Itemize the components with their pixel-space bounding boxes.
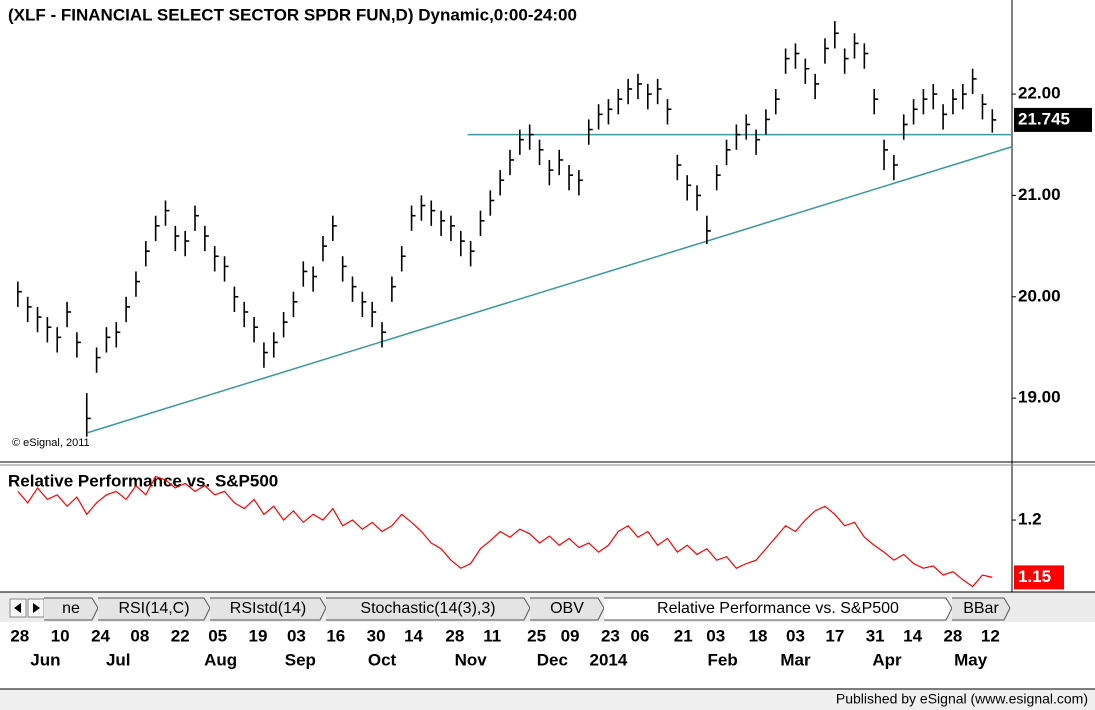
- month-label: Apr: [872, 650, 902, 669]
- x-tick-label: 21: [674, 626, 693, 645]
- x-tick-label: 08: [130, 626, 149, 645]
- month-label: Dec: [537, 650, 568, 669]
- tab-label[interactable]: Relative Performance vs. S&P500: [657, 600, 899, 617]
- last-price-label: 21.745: [1018, 109, 1070, 128]
- month-label: May: [954, 650, 988, 669]
- last-value-box: [1014, 565, 1064, 590]
- month-label: Jul: [106, 650, 131, 669]
- chart-title: (XLF - FINANCIAL SELECT SECTOR SPDR FUN,…: [8, 5, 577, 24]
- x-tick-label: 10: [51, 626, 70, 645]
- copyright: © eSignal, 2011: [12, 437, 90, 449]
- tab-label[interactable]: BBar: [963, 600, 999, 617]
- tab[interactable]: [952, 597, 1011, 621]
- x-tick-label: 25: [527, 626, 546, 645]
- x-tick-label: 03: [786, 626, 805, 645]
- x-tick-label: 28: [943, 626, 962, 645]
- x-tick-label: 24: [91, 626, 110, 645]
- footer: Published by eSignal (www.esignal.com): [836, 691, 1088, 707]
- month-label: Feb: [707, 650, 737, 669]
- x-tick-label: 18: [749, 626, 768, 645]
- last-value-label: 1.15: [1018, 567, 1051, 586]
- x-tick-label: 09: [561, 626, 580, 645]
- relative-line: [17, 475, 993, 588]
- x-tick-label: 17: [825, 626, 844, 645]
- tab-label[interactable]: RSIstd(14): [230, 600, 306, 617]
- x-tick-label: 28: [10, 626, 29, 645]
- x-tick-label: 05: [208, 626, 227, 645]
- trendline: [87, 146, 1013, 434]
- x-tick-label: 12: [981, 626, 1000, 645]
- month-label: Aug: [204, 650, 237, 669]
- x-tick-label: 31: [866, 626, 885, 645]
- arrow-icon: [14, 603, 21, 613]
- x-tick-label: 23: [601, 626, 620, 645]
- tab-label[interactable]: Stochastic(14(3),3): [360, 600, 495, 617]
- footer-bar: [0, 689, 1095, 710]
- month-label: 2014: [590, 650, 628, 669]
- y-tick-label: 19.00: [1018, 388, 1061, 407]
- month-label: Mar: [780, 650, 811, 669]
- x-tick-label: 19: [249, 626, 268, 645]
- panel-title: Relative Performance vs. S&P500: [8, 471, 278, 490]
- tab-label[interactable]: ne: [62, 600, 80, 617]
- last-price-box: [1014, 107, 1092, 132]
- x-tick-label: 22: [171, 626, 190, 645]
- x-tick-label: 14: [404, 626, 423, 645]
- y-tick-label: 1.2: [1018, 510, 1042, 529]
- x-tick-label: 03: [706, 626, 725, 645]
- x-tick-label: 28: [445, 626, 464, 645]
- y-tick-label: 21.00: [1018, 185, 1061, 204]
- tab-label[interactable]: OBV: [550, 600, 584, 617]
- month-label: Oct: [368, 650, 397, 669]
- tab-label[interactable]: RSI(14,C): [118, 600, 189, 617]
- x-tick-label: 06: [630, 626, 649, 645]
- y-tick-label: 20.00: [1018, 286, 1061, 305]
- x-tick-label: 11: [483, 626, 501, 645]
- month-label: Jun: [30, 650, 60, 669]
- month-label: Sep: [285, 650, 316, 669]
- x-tick-label: 03: [287, 626, 306, 645]
- arrow-icon: [33, 603, 40, 613]
- x-tick-label: 16: [326, 626, 345, 645]
- x-tick-label: 14: [903, 626, 922, 645]
- y-tick-label: 22.00: [1018, 84, 1061, 103]
- month-label: Nov: [455, 650, 488, 669]
- x-tick-label: 30: [367, 626, 386, 645]
